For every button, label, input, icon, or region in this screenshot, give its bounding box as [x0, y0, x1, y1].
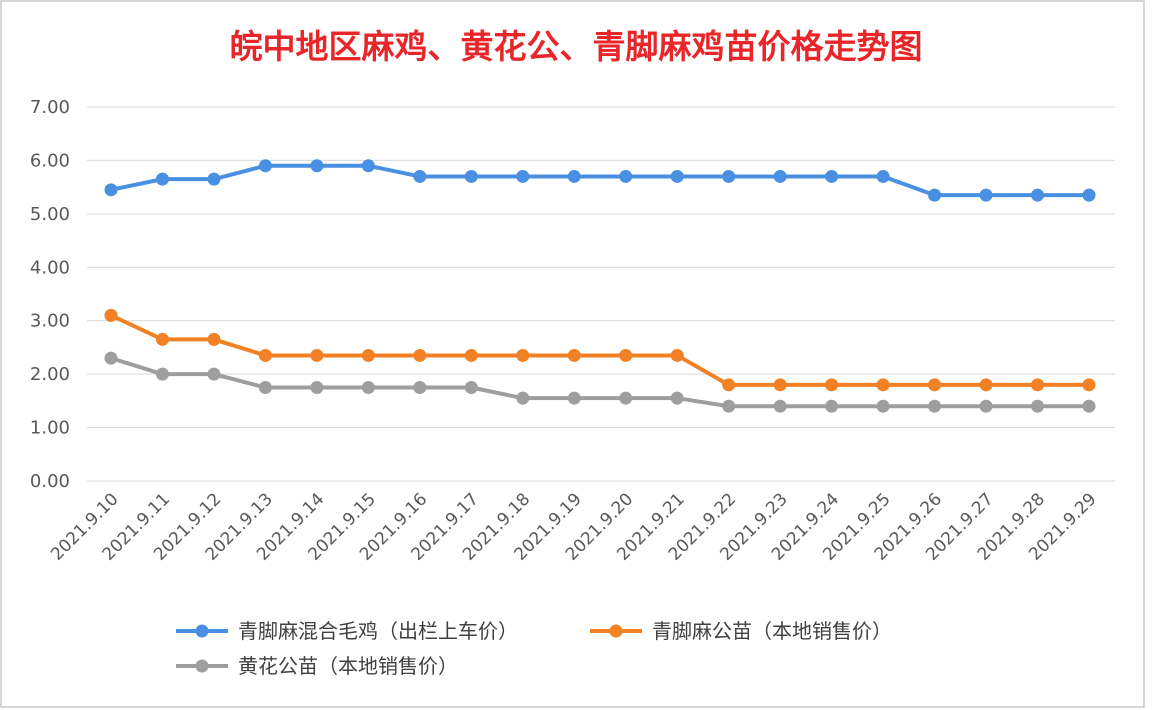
data-point: [155, 332, 169, 346]
data-point: [104, 308, 118, 322]
data-point: [207, 332, 221, 346]
data-point: [979, 378, 993, 392]
legend-marker: [609, 624, 623, 638]
y-tick-label: 3.00: [30, 311, 70, 332]
data-point: [928, 378, 942, 392]
series-3: [104, 351, 1096, 413]
data-point: [670, 391, 684, 405]
series-2: [104, 308, 1096, 392]
data-point: [413, 348, 427, 362]
data-point: [1031, 188, 1045, 202]
data-point: [258, 159, 272, 173]
data-point: [1082, 399, 1096, 413]
series-group: [104, 159, 1096, 413]
data-point: [876, 378, 890, 392]
data-point: [361, 381, 375, 394]
y-tick-label: 0.00: [30, 471, 70, 492]
legend: 青脚麻混合毛鸡（出栏上车价） 青脚麻公苗（本地销售价） 黄花公苗（本地销售价）: [176, 619, 892, 678]
legend-marker: [195, 624, 209, 638]
data-point: [310, 348, 324, 362]
data-point: [773, 399, 787, 413]
data-point: [619, 391, 633, 405]
data-point: [619, 348, 633, 362]
data-point: [104, 183, 118, 197]
legend-entry: 青脚麻公苗（本地销售价）: [590, 619, 892, 643]
data-point: [1031, 378, 1045, 392]
y-tick-label: 2.00: [30, 364, 70, 385]
series-line: [109, 313, 1091, 387]
legend-marker: [195, 659, 209, 673]
y-tick-label: 5.00: [30, 204, 70, 225]
data-point: [825, 399, 839, 413]
data-point: [825, 378, 839, 392]
chart-title: 皖中地区麻鸡、黄花公、青脚麻鸡苗价格走势图: [230, 27, 923, 66]
data-point: [1031, 399, 1045, 413]
data-point: [464, 169, 478, 183]
data-point: [464, 381, 478, 394]
data-point: [567, 348, 581, 362]
data-point: [1082, 378, 1096, 392]
data-point: [310, 381, 324, 394]
data-point: [722, 169, 736, 183]
data-point: [928, 188, 942, 202]
y-tick-label: 6.00: [30, 150, 70, 171]
data-point: [773, 169, 787, 183]
data-point: [567, 391, 581, 405]
legend-entry: 青脚麻混合毛鸡（出栏上车价）: [176, 619, 518, 643]
data-point: [207, 172, 221, 186]
data-point: [670, 169, 684, 183]
legend-label: 青脚麻混合毛鸡（出栏上车价）: [238, 619, 518, 643]
data-point: [516, 169, 530, 183]
data-point: [516, 391, 530, 405]
data-point: [670, 348, 684, 362]
legend-label: 青脚麻公苗（本地销售价）: [652, 619, 892, 643]
data-point: [773, 378, 787, 392]
legend-entry: 黄花公苗（本地销售价）: [176, 654, 458, 678]
data-point: [516, 348, 530, 362]
y-tick-label: 7.00: [30, 97, 70, 118]
y-tick-label: 4.00: [30, 257, 70, 278]
series-1: [104, 159, 1096, 202]
data-point: [310, 159, 324, 173]
data-point: [979, 188, 993, 202]
y-tick-label: 1.00: [30, 418, 70, 439]
data-point: [155, 367, 169, 381]
data-point: [258, 381, 272, 394]
data-point: [155, 172, 169, 186]
data-point: [722, 378, 736, 392]
data-point: [1082, 188, 1096, 202]
data-point: [361, 159, 375, 173]
legend-label: 黄花公苗（本地销售价）: [238, 654, 458, 678]
data-point: [825, 169, 839, 183]
data-point: [258, 348, 272, 362]
data-point: [207, 367, 221, 381]
data-point: [619, 169, 633, 183]
data-point: [361, 348, 375, 362]
data-point: [413, 381, 427, 394]
data-point: [104, 351, 118, 365]
y-axis-ticks: 0.00 1.00 2.00 3.00 4.00 5.00 6.00 7.00: [30, 97, 70, 492]
data-point: [979, 399, 993, 413]
gridlines: [87, 106, 1115, 482]
data-point: [464, 348, 478, 362]
data-point: [928, 399, 942, 413]
data-point: [876, 169, 890, 183]
data-point: [567, 169, 581, 183]
data-point: [722, 399, 736, 413]
series-line: [109, 163, 1091, 198]
data-point: [413, 169, 427, 183]
series-line: [109, 356, 1091, 409]
data-point: [876, 399, 890, 413]
